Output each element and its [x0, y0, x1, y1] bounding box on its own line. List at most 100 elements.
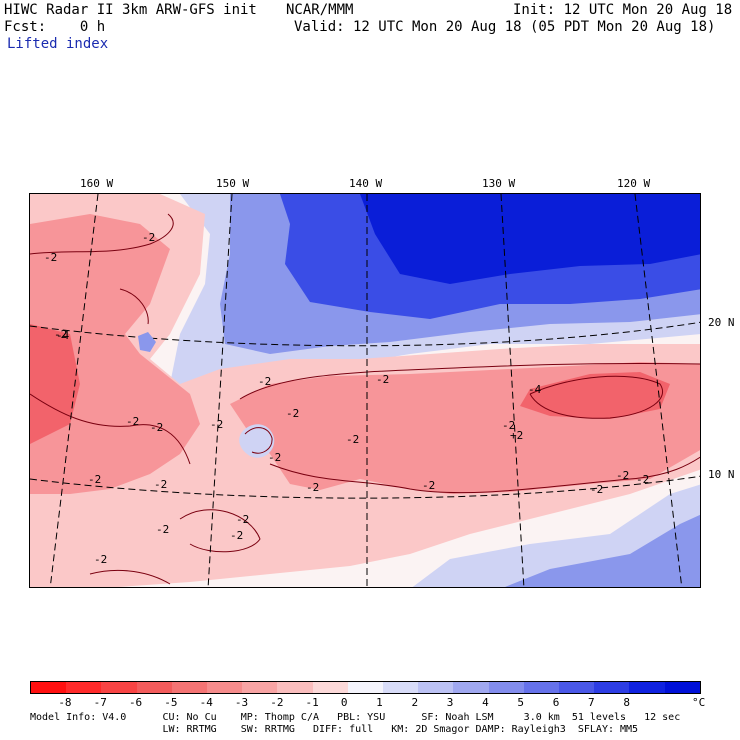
lat-label-10n: 10 N [708, 468, 735, 481]
contour-label: -2 [230, 529, 244, 542]
contour-label: -2 [126, 415, 140, 428]
contour-line [30, 213, 174, 255]
color-scale-tick-label: -3 [234, 696, 249, 709]
contour-line [239, 362, 700, 400]
color-scale-swatch [347, 682, 384, 693]
color-scale-swatch [31, 682, 67, 693]
contour-line [119, 288, 149, 325]
contour-label: -2 [502, 419, 516, 432]
color-scale-swatch [453, 682, 489, 693]
color-scale-tick-label: 2 [411, 696, 419, 709]
lon-label-150w: 150 W [216, 177, 250, 190]
forecast-hour: Fcst: 0 h [4, 19, 106, 35]
product-title: HIWC Radar II 3km ARW-GFS init [4, 2, 257, 18]
init-time: Init: 12 UTC Mon 20 Aug 18 [513, 2, 733, 18]
model-info-line-2: LW: RRTMG SW: RRTMG DIFF: full KM: 2D Sm… [30, 724, 639, 735]
color-scale-swatch [523, 682, 560, 693]
contour-label: -2 [590, 483, 604, 496]
contour-label: -2 [154, 478, 168, 491]
contour-label: -2 [268, 451, 282, 464]
contour-lines [30, 213, 700, 585]
contour-label: -2 [306, 481, 320, 494]
color-scale-tick-label: -2 [270, 696, 284, 709]
color-scale-tick-label: 8 [623, 696, 630, 709]
color-scale-tick-label: 1 [376, 696, 383, 709]
parallel-20n [30, 321, 700, 347]
color-scale-swatch [136, 682, 172, 693]
contour-label: -2 [150, 421, 164, 434]
contour-label: -2 [210, 418, 224, 431]
contour-label: -2 [376, 373, 390, 386]
contour-label: -2 [88, 473, 102, 486]
cyclone-center [239, 424, 275, 458]
color-scale-swatch [559, 682, 595, 693]
color-scale-tick-label: 5 [517, 696, 525, 709]
color-scale-swatch [207, 682, 243, 693]
contour-label: -2 [422, 479, 436, 492]
stable-zone-southeast-mid [505, 514, 700, 587]
organization-label: NCAR/MMM [286, 2, 354, 18]
lat-label-20n: 20 N [708, 316, 735, 329]
contour-label: -2 [94, 553, 108, 566]
color-scale-swatch [171, 682, 208, 693]
contour-label: -2 [616, 469, 630, 482]
model-info-line-1: Model Info: V4.0 CU: No Cu MP: Thomp C/A… [30, 712, 681, 723]
contour-label: -2 [54, 328, 68, 341]
map-panel: -2 -2 -2 -2 -2 -2 -2 -2 -2 -2 -2 -2 -2 -… [29, 193, 701, 588]
color-scale-tick-label: -5 [164, 696, 178, 709]
color-scale-tick-label: 7 [588, 696, 595, 709]
contour-label: -4 [528, 383, 542, 396]
lon-label-160w: 160 W [80, 177, 114, 190]
color-scale-bar [30, 681, 701, 694]
contour-label: -2 [236, 513, 250, 526]
contour-label: -2 [286, 407, 300, 420]
color-scale-tick-label: 0 [340, 696, 348, 709]
color-scale-tick-label: -1 [305, 696, 319, 709]
field-name: Lifted index [7, 36, 109, 52]
color-scale-tick-label: °C [692, 696, 706, 709]
lon-label-140w: 140 W [349, 177, 383, 190]
contour-label: -2 [44, 251, 58, 264]
color-scale-tick-label: 3 [446, 696, 454, 709]
contour-label: -2 [258, 375, 272, 388]
color-scale-swatch [488, 682, 524, 693]
parallel-10n [30, 475, 700, 499]
contour-label: -2 [636, 473, 650, 486]
color-scale-tick-label: -6 [128, 696, 143, 709]
color-scale-swatch [418, 682, 454, 693]
lon-label-120w: 120 W [617, 177, 651, 190]
color-scale-swatch [312, 682, 348, 693]
color-scale-swatch [66, 682, 102, 693]
color-scale-swatch [629, 682, 665, 693]
contour-line [30, 393, 191, 465]
unstable-zone-mid [30, 214, 200, 494]
color-scale-swatch [242, 682, 278, 693]
graticule [30, 194, 700, 587]
color-scale-swatch [383, 682, 419, 693]
contour-label: +2 [510, 429, 524, 442]
lifted-index-field [30, 194, 700, 587]
color-scale-swatch [594, 682, 630, 693]
color-scale-tick-label: 6 [552, 696, 560, 709]
unstable-zone-strong [30, 324, 80, 444]
color-scale-tick-label: -4 [199, 696, 213, 709]
stable-zone-max [360, 194, 700, 284]
color-scale-tick-label: -7 [93, 696, 107, 709]
contour-line [269, 456, 700, 494]
valid-time: Valid: 12 UTC Mon 20 Aug 18 (05 PDT Mon … [294, 19, 716, 35]
color-scale-tick-label: 4 [482, 696, 489, 709]
meridian-160w [49, 194, 99, 587]
contour-line [89, 569, 171, 585]
meridian-120w [634, 194, 683, 587]
contour-line [244, 427, 273, 454]
contour-line [179, 509, 261, 553]
color-scale-swatch [277, 682, 313, 693]
contour-label: -2 [346, 433, 360, 446]
hawaii-island [138, 332, 156, 352]
color-scale-swatch [664, 682, 700, 693]
contour-label: -2 [142, 231, 156, 244]
color-scale-tick-label: -8 [58, 696, 72, 709]
lon-label-130w: 130 W [482, 177, 516, 190]
contour-line [529, 375, 663, 419]
